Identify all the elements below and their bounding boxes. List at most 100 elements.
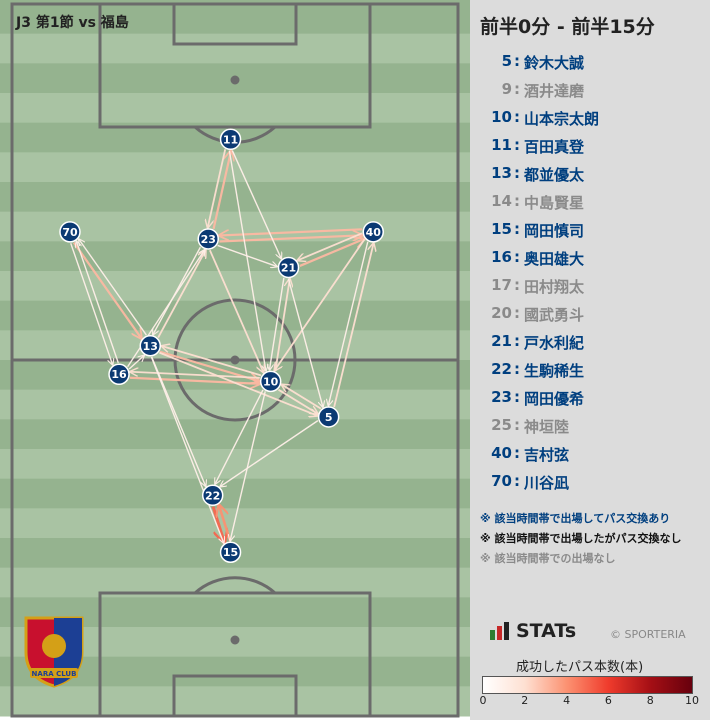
player-row: 11: 百田真登 [470, 136, 710, 160]
player-row: 17: 田村翔太 [470, 276, 710, 300]
player-node-22[interactable]: 22 [201, 484, 224, 507]
pass-edge-40-10 [274, 238, 366, 370]
player-name: 岡田慎司 [524, 222, 585, 240]
player-name: 吉村弦 [524, 446, 570, 464]
player-node-label: 70 [62, 226, 78, 239]
time-range-title: 前半0分 - 前半15分 [480, 16, 655, 38]
logo-text: NARA CLUB [32, 670, 77, 678]
player-number: 22 [491, 360, 512, 378]
pass-edge-70-16 [70, 242, 113, 365]
colorbar-tick-label: 0 [479, 694, 487, 707]
player-row: 40: 吉村弦 [470, 444, 710, 468]
player-name: 國武勇斗 [524, 306, 585, 324]
pass-edge-21-5 [287, 278, 322, 407]
player-number: 5 [501, 52, 512, 70]
player-node-23[interactable]: 23 [197, 228, 219, 250]
player-node-10[interactable]: 10 [259, 370, 282, 393]
player-number: 70 [491, 472, 512, 490]
pass-edge-13-70 [79, 239, 147, 336]
pass-edge-16-10 [129, 376, 260, 384]
player-node-15[interactable]: 15 [219, 541, 242, 563]
separator: : [514, 136, 520, 154]
player-name: 中島賢星 [524, 194, 585, 212]
player-name: 酒井達磨 [524, 82, 585, 100]
player-name: 岡田優希 [524, 390, 585, 408]
player-node-21[interactable]: 21 [277, 256, 300, 279]
pass-edge-13-15 [150, 356, 223, 543]
pass-edge-16-70 [76, 241, 119, 364]
separator: : [514, 220, 520, 238]
colorbar-tick-label: 4 [563, 694, 571, 707]
separator: : [514, 248, 520, 266]
player-name: 奥田雄大 [524, 250, 585, 268]
player-number: 10 [491, 108, 512, 126]
pass-edge-5-40 [333, 243, 373, 408]
pass-edge-10-22 [215, 389, 264, 484]
pass-edge-21-40 [299, 239, 364, 267]
player-row: 14: 中島賢星 [470, 192, 710, 216]
player-node-40[interactable]: 40 [362, 221, 385, 243]
player-node-label: 15 [223, 546, 238, 559]
player-name: 生駒稀生 [524, 362, 585, 380]
player-node-13[interactable]: 13 [139, 335, 162, 357]
player-row: 10: 山本宗太朗 [470, 108, 710, 132]
copyright: © SPORTERIA [610, 628, 686, 641]
player-name: 都並優太 [524, 166, 585, 184]
pass-edge-10-13 [162, 346, 262, 377]
player-node-label: 5 [325, 411, 333, 424]
pass-edge-10-16 [130, 372, 260, 379]
player-node-label: 22 [205, 489, 220, 502]
brand-name: STATs [516, 620, 577, 642]
pass-edge-23-21 [217, 244, 278, 266]
separator: : [514, 192, 520, 210]
pass-network-chart: 11 70 23 40 21 13 16 10 5 22 15 [0, 0, 470, 718]
player-node-11[interactable]: 11 [219, 128, 242, 151]
nara-club-logo: NARA CLUB [22, 612, 86, 692]
separator: : [514, 472, 520, 490]
colorbar-tick-label: 10 [685, 694, 699, 707]
pass-edge-13-23 [157, 250, 205, 338]
stats-brand: STATs [490, 620, 576, 642]
player-node-label: 10 [263, 375, 279, 388]
player-number: 40 [491, 444, 512, 462]
pass-edge-40-5 [328, 241, 369, 406]
pass-edge-11-23 [208, 149, 227, 227]
player-node-5[interactable]: 5 [317, 406, 340, 428]
colorbar-tick-label: 2 [521, 694, 529, 707]
player-row: 13: 都並優太 [470, 164, 710, 188]
player-node-16[interactable]: 16 [108, 363, 130, 385]
separator: : [514, 360, 520, 378]
player-number: 13 [491, 164, 512, 182]
player-row: 5: 鈴木大誠 [470, 52, 710, 76]
pass-edge-23-13 [153, 246, 201, 334]
player-row: 23: 岡田優希 [470, 388, 710, 412]
pass-edge-10-21 [274, 279, 289, 372]
player-name: 田村翔太 [524, 278, 585, 296]
player-number: 16 [491, 248, 512, 266]
player-number: 11 [491, 136, 512, 154]
separator: : [514, 416, 520, 434]
player-node-70[interactable]: 70 [59, 221, 81, 243]
separator: : [514, 304, 520, 322]
player-name: 山本宗太朗 [524, 110, 600, 128]
stats-logo-icon [490, 622, 509, 640]
pass-edge-23-40 [219, 235, 362, 243]
colorbar-tick-label: 8 [646, 694, 654, 707]
separator: : [514, 444, 520, 462]
pass-edge-5-10 [282, 385, 322, 410]
pass-edge-13-5 [159, 351, 317, 416]
player-node-label: 40 [366, 226, 382, 239]
player-number: 20 [491, 304, 512, 322]
player-row: 25: 神垣陸 [470, 416, 710, 440]
pass-edge-21-10 [269, 277, 285, 370]
pass-edge-16-13 [128, 355, 144, 370]
legend-note: ※ 該当時間帯で出場してパス交換あり [480, 512, 671, 525]
player-number: 21 [491, 332, 512, 350]
player-number: 17 [491, 276, 512, 294]
player-node-label: 13 [143, 340, 158, 353]
player-name: 百田真登 [524, 138, 585, 156]
player-node-label: 16 [111, 368, 127, 381]
pass-edge-23-11 [212, 151, 231, 230]
player-node-label: 23 [201, 233, 216, 246]
separator: : [514, 108, 520, 126]
